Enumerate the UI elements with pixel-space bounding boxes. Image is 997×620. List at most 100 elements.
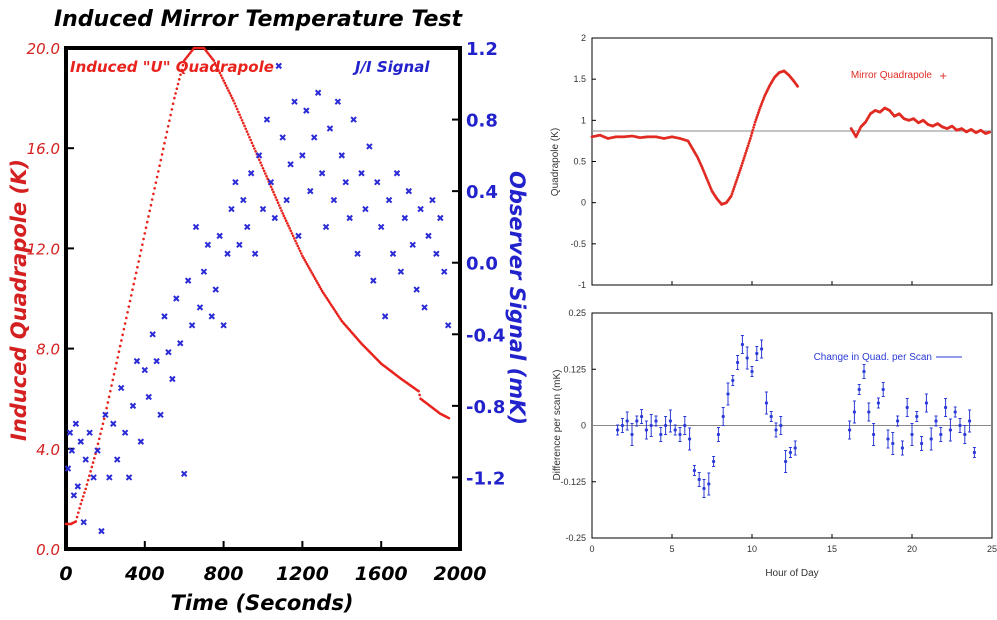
change-y-tick-label: 0.125	[563, 364, 586, 374]
quadrapole-point	[232, 99, 235, 102]
signal-point	[429, 196, 436, 204]
quadrapole-point	[417, 389, 420, 393]
signal-point	[188, 322, 196, 329]
signal-point	[342, 178, 349, 186]
mirror-quadrapole-point	[747, 141, 751, 145]
quadrapole-point	[88, 474, 91, 478]
change-point	[712, 459, 716, 464]
quadrapole-point	[118, 344, 122, 348]
quadrapole-point	[93, 456, 96, 460]
quadrapole-point	[164, 136, 168, 139]
signal-point	[405, 187, 412, 195]
quadrapole-point	[266, 177, 269, 181]
change-point	[716, 432, 721, 437]
quadrapole-point	[282, 214, 286, 218]
quadrapole-series	[64, 46, 451, 526]
quadrapole-point	[249, 138, 252, 142]
quadrapole-point	[281, 212, 285, 215]
quadrapole-point	[242, 121, 245, 125]
change-point	[616, 428, 620, 432]
signal-point	[362, 205, 369, 213]
mirror-quadrapole-point	[732, 187, 735, 191]
change-point	[726, 392, 730, 396]
change-per-scan-series	[616, 335, 977, 498]
signal-series	[64, 62, 452, 535]
quadrapole-point	[302, 256, 305, 260]
change-point	[953, 410, 957, 414]
quadrapole-point	[144, 226, 148, 230]
signal-point	[425, 232, 432, 240]
change-x-tick-label: 10	[747, 544, 757, 554]
quadrapole-point	[136, 265, 139, 269]
mirror-quadrapole-point	[744, 151, 747, 155]
quadrapole-point	[174, 92, 177, 95]
y-left-tick-label: 16.0	[27, 140, 60, 158]
mirror-quadrapole-point	[733, 185, 736, 189]
left-axis-ticks: 0 400 800 1200 1600 2000 0.0 4.0 8.0 12.0 16.0 20.0…	[27, 39, 506, 585]
temperature-test-chart: Induced Mirror Temperature Test 0 400 800 1…	[7, 7, 529, 615]
mirror-quadrapole-point	[737, 171, 741, 175]
quadrapole-point	[223, 81, 227, 85]
change-point	[654, 419, 658, 423]
signal-point	[192, 223, 200, 231]
change-point	[939, 432, 943, 437]
quad-plot-frame	[591, 37, 993, 286]
mirror-quadrapole-point	[757, 108, 761, 112]
mirror-quadrapole-point	[748, 139, 751, 143]
mirror-quadrapole-point	[741, 159, 745, 163]
change-x-tick-label: 5	[669, 544, 674, 554]
mirror-quadrapole-point	[756, 113, 759, 117]
change-point	[963, 432, 967, 437]
signal-point	[279, 134, 286, 141]
quadrapole-point	[289, 229, 293, 233]
signal-point	[377, 223, 385, 231]
signal-point	[444, 322, 452, 329]
quadrapole-point	[213, 61, 217, 65]
quadrapole-point	[277, 204, 281, 207]
quadrapole-point	[109, 389, 112, 393]
quadrapole-point	[180, 68, 184, 72]
quadrapole-point	[227, 89, 230, 92]
quadrapole-point	[168, 119, 171, 122]
change-point	[852, 410, 857, 414]
quadrapole-point	[111, 378, 115, 382]
change-point	[876, 401, 881, 405]
quad-y-tick-label: 1.5	[573, 74, 586, 84]
y-left-tick-label: 12.0	[27, 240, 60, 258]
quadrapole-point	[116, 356, 120, 359]
x-tick-label: 2000	[434, 563, 487, 585]
quadrapole-point	[147, 215, 150, 218]
mirror-quadrapole-point	[731, 190, 735, 193]
quadrapole-point	[160, 153, 164, 156]
change-point	[793, 446, 797, 450]
quadrapole-point	[176, 82, 180, 86]
signal-point	[204, 241, 212, 249]
mirror-quadrapole-point	[755, 115, 759, 119]
signal-point	[114, 456, 121, 463]
mirror-quadrapole-point	[746, 144, 750, 148]
change-point	[649, 423, 653, 428]
quadrapole-point	[237, 110, 240, 114]
signal-point	[64, 465, 72, 472]
quadrapole-point	[113, 367, 117, 370]
signal-point	[275, 62, 282, 70]
quadrapole-point	[157, 170, 160, 173]
quadrapole-point	[216, 66, 219, 70]
signal-point	[267, 178, 275, 186]
y-right-tick-label: -0.8	[466, 397, 505, 418]
quadrapole-point	[283, 217, 287, 220]
quad-axis-ticks: -1 -0.5 0 0.5 1 1.5 2	[570, 33, 993, 290]
quadrapole-point	[254, 150, 257, 153]
quadrapole-point	[297, 247, 301, 250]
quadrapole-point	[308, 266, 311, 270]
change-point	[788, 450, 793, 455]
signal-point	[311, 134, 318, 141]
mirror-quadrapole-point	[738, 169, 742, 172]
signal-point	[259, 205, 267, 213]
quadrapole-point	[84, 487, 87, 491]
quadrapole-point	[221, 76, 224, 80]
x-tick-label: 400	[124, 563, 165, 585]
quadrapole-point	[418, 393, 421, 397]
quadrapole-point	[318, 285, 322, 289]
quadrapole-point	[311, 273, 315, 276]
